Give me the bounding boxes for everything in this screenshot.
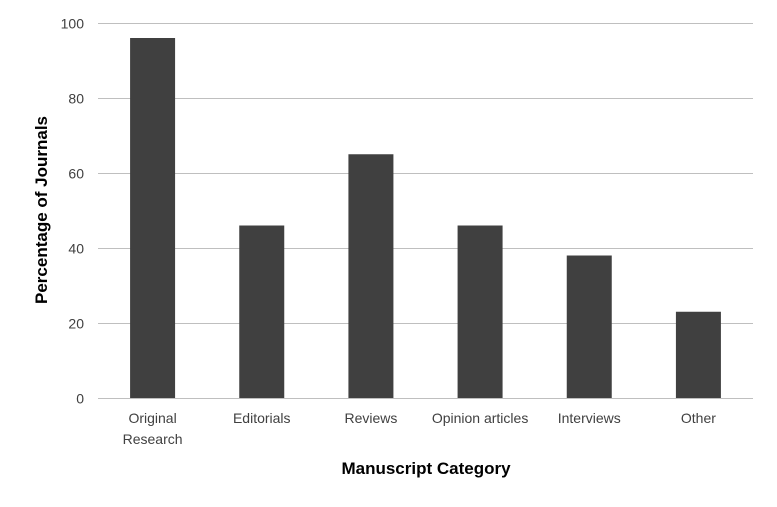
bar bbox=[348, 154, 394, 398]
bar bbox=[566, 255, 612, 398]
y-tick-label: 80 bbox=[68, 91, 84, 107]
y-tick-label: 60 bbox=[68, 166, 84, 182]
bar bbox=[130, 38, 176, 398]
y-tick-label: 20 bbox=[68, 316, 84, 332]
x-tick-label: Research bbox=[123, 431, 183, 447]
bar bbox=[239, 225, 285, 398]
y-axis-title: Percentage of Journals bbox=[32, 116, 51, 304]
y-tick-label: 0 bbox=[76, 391, 84, 407]
x-tick-label: Interviews bbox=[558, 410, 621, 426]
x-tick-label: Opinion articles bbox=[432, 410, 529, 426]
x-tick-label: Editorials bbox=[233, 410, 291, 426]
bar bbox=[675, 311, 721, 398]
x-tick-label: Original bbox=[128, 410, 176, 426]
y-tick-label: 40 bbox=[68, 241, 84, 257]
x-axis-title: Manuscript Category bbox=[341, 459, 511, 478]
bars bbox=[98, 38, 753, 399]
bar bbox=[457, 225, 503, 398]
x-tick-label: Reviews bbox=[344, 410, 397, 426]
x-tick-label: Other bbox=[681, 410, 716, 426]
x-tick-labels: Original Research Editorials Reviews Opinion… bbox=[123, 410, 717, 447]
grid-lines bbox=[98, 23, 753, 399]
y-tick-label: 100 bbox=[61, 16, 85, 32]
y-tick-labels: 0 20 40 60 80 100 bbox=[61, 16, 85, 407]
